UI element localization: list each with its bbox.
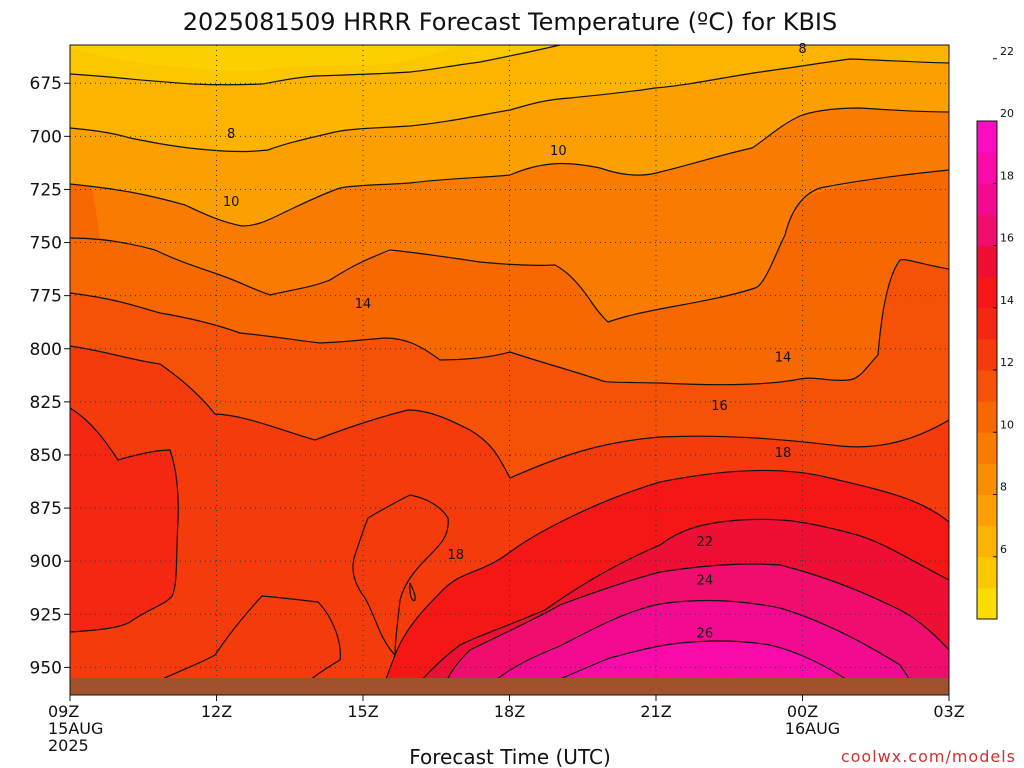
y-tick-label: 875: [30, 499, 62, 519]
colorbar-swatch: [977, 121, 997, 153]
contour-value-labels: 8 8 10 10 14 14 16 18 18 22 24 26: [223, 42, 807, 641]
colorbar-swatch: [977, 152, 997, 184]
contour-label: 26: [697, 626, 714, 641]
y-tick-label: 825: [30, 393, 62, 413]
colorbar-swatch: [977, 276, 997, 309]
y-tick-label: 775: [30, 287, 62, 307]
y-tick-label: 750: [30, 234, 62, 254]
contour-label: 22: [697, 535, 714, 550]
colorbar-swatch: [977, 432, 997, 464]
contour-label: 24: [697, 573, 714, 588]
colorbar-swatch: [977, 556, 997, 589]
x-tick-label: 00Z 16AUG: [785, 702, 840, 738]
y-tick-label: 675: [30, 74, 62, 94]
contour-label: 18: [775, 446, 792, 461]
x-axis: 09Z 15AUG 2025 12Z 15Z 18Z 21Z 00Z 16AUG 03Z: [48, 695, 965, 755]
contour-label: 16: [711, 399, 728, 414]
colorbar-tick-label: 12: [1000, 356, 1014, 369]
y-tick-label: 800: [30, 340, 62, 360]
contour-label: 10: [223, 195, 240, 210]
x-tick-label: 21Z: [640, 702, 671, 721]
colorbar-swatch: [977, 214, 997, 246]
colorbar-swatch: [977, 494, 997, 527]
x-tick-label: 09Z 15AUG 2025: [48, 702, 103, 755]
chart-title: 2025081509 HRRR Forecast Temperature (ºC…: [183, 8, 837, 36]
contour-label: 14: [775, 350, 792, 365]
colorbar-tick-label: 14: [1000, 294, 1014, 307]
colorbar-swatch: [977, 401, 997, 433]
y-tick-label: 700: [30, 127, 62, 147]
x-tick-label: 15Z: [347, 702, 378, 721]
colorbar-swatch: [977, 307, 997, 340]
colorbar: 6810121416182022242628: [976, 45, 1014, 620]
y-tick-label: 925: [30, 605, 62, 625]
colorbar-swatch: [977, 338, 997, 371]
x-axis-label: Forecast Time (UTC): [409, 745, 611, 768]
contour-label: 10: [550, 144, 567, 159]
y-tick-label: 850: [30, 446, 62, 466]
colorbar-tick-label: 8: [1000, 481, 1007, 494]
colorbar-tick-label: 22: [1000, 45, 1014, 58]
band-lt-7: [70, 45, 460, 71]
colorbar-tick-label: 20: [1000, 107, 1014, 120]
contour-label: 14: [355, 297, 372, 312]
colorbar-tick-label: 16: [1000, 232, 1014, 245]
y-axis: 675 700 725 750 775 800 825 850 875 900 925 950: [30, 74, 70, 678]
y-tick-label: 725: [30, 180, 62, 200]
colorbar-tick-label: 18: [1000, 169, 1014, 182]
x-tick-label: 03Z: [933, 702, 964, 721]
credit-text: coolwx.com/models: [841, 747, 1016, 766]
y-tick-label: 900: [30, 552, 62, 572]
colorbar-swatch: [977, 183, 997, 215]
colorbar-tick-label: 10: [1000, 418, 1014, 431]
colorbar-swatch: [977, 525, 997, 558]
contour-label: 18: [448, 548, 465, 563]
ground-surface: [70, 678, 949, 695]
contour-label: 8: [798, 42, 806, 57]
colorbar-swatch: [977, 587, 997, 620]
band-ge-19: [380, 470, 949, 695]
colorbar-swatch: [977, 245, 997, 278]
colorbar-tick-label: 6: [1000, 543, 1007, 556]
colorbar-swatch: [977, 463, 997, 495]
x-tick-label: 12Z: [201, 702, 232, 721]
x-tick-label: 18Z: [494, 702, 525, 721]
contour-label: 8: [227, 127, 235, 142]
y-tick-label: 950: [30, 658, 62, 678]
colorbar-swatch: [977, 370, 997, 402]
